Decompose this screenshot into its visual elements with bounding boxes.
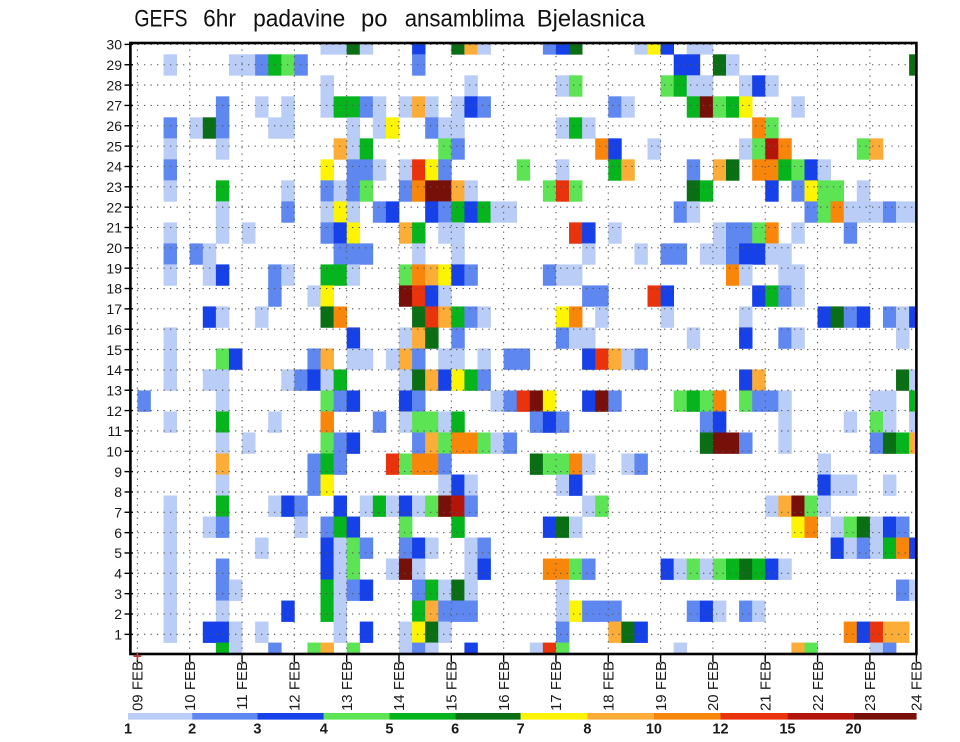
svg-text:30: 30 bbox=[106, 37, 122, 53]
svg-text:10: 10 bbox=[646, 722, 662, 738]
svg-text:14: 14 bbox=[106, 362, 122, 378]
svg-text:25: 25 bbox=[106, 138, 122, 154]
svg-text:22 FEB: 22 FEB bbox=[810, 661, 827, 711]
svg-text:6: 6 bbox=[114, 525, 122, 541]
svg-text:GEFS: GEFS bbox=[134, 5, 187, 32]
svg-text:20: 20 bbox=[106, 240, 122, 256]
svg-text:3: 3 bbox=[114, 586, 122, 602]
svg-text:20 FEB: 20 FEB bbox=[705, 661, 722, 711]
svg-text:6hr: 6hr bbox=[203, 5, 236, 32]
svg-text:16 FEB: 16 FEB bbox=[496, 661, 513, 711]
svg-text:12 FEB: 12 FEB bbox=[287, 661, 304, 711]
svg-text:3: 3 bbox=[253, 722, 261, 738]
svg-text:8: 8 bbox=[114, 484, 122, 500]
svg-text:6: 6 bbox=[451, 722, 459, 738]
svg-text:4: 4 bbox=[114, 566, 122, 582]
svg-text:27: 27 bbox=[106, 98, 122, 114]
svg-text:15: 15 bbox=[106, 342, 122, 358]
svg-text:13 FEB: 13 FEB bbox=[339, 661, 356, 711]
svg-text:ansamblima: ansamblima bbox=[405, 5, 526, 32]
svg-text:09 FEB: 09 FEB bbox=[130, 661, 147, 711]
svg-text:19 FEB: 19 FEB bbox=[653, 661, 670, 711]
svg-text:14 FEB: 14 FEB bbox=[391, 661, 408, 711]
svg-text:26: 26 bbox=[106, 118, 122, 134]
svg-text:16: 16 bbox=[106, 321, 122, 337]
svg-text:20: 20 bbox=[846, 722, 862, 738]
svg-text:18: 18 bbox=[106, 281, 122, 297]
svg-text:28: 28 bbox=[106, 77, 122, 93]
svg-text:23: 23 bbox=[106, 179, 122, 195]
svg-text:17: 17 bbox=[106, 301, 122, 317]
svg-text:2: 2 bbox=[188, 722, 196, 738]
svg-text:22: 22 bbox=[106, 199, 122, 215]
svg-text:21: 21 bbox=[106, 220, 122, 236]
svg-text:13: 13 bbox=[106, 382, 122, 398]
svg-text:19: 19 bbox=[106, 260, 122, 276]
svg-text:15 FEB: 15 FEB bbox=[444, 661, 461, 711]
svg-text:Bjelasnica: Bjelasnica bbox=[537, 5, 646, 32]
svg-text:2: 2 bbox=[114, 606, 122, 622]
svg-text:1: 1 bbox=[114, 627, 122, 643]
svg-text:padavine: padavine bbox=[253, 5, 345, 32]
svg-text:5: 5 bbox=[114, 545, 122, 561]
svg-text:10: 10 bbox=[106, 443, 122, 459]
svg-text:5: 5 bbox=[385, 722, 393, 738]
svg-text:29: 29 bbox=[106, 57, 122, 73]
svg-text:11: 11 bbox=[107, 423, 122, 439]
svg-text:12: 12 bbox=[106, 403, 122, 419]
svg-text:7: 7 bbox=[114, 504, 122, 520]
svg-text:18 FEB: 18 FEB bbox=[600, 661, 617, 711]
svg-text:17 FEB: 17 FEB bbox=[548, 661, 565, 711]
svg-text:10 FEB: 10 FEB bbox=[182, 661, 199, 711]
svg-text:8: 8 bbox=[583, 722, 591, 738]
svg-text:15: 15 bbox=[779, 722, 795, 738]
svg-text:21 FEB: 21 FEB bbox=[757, 661, 774, 711]
svg-text:1: 1 bbox=[124, 722, 132, 738]
svg-text:9: 9 bbox=[114, 464, 122, 480]
svg-text:7: 7 bbox=[517, 722, 525, 738]
svg-text:24 FEB: 24 FEB bbox=[909, 661, 926, 711]
svg-text:11 FEB: 11 FEB bbox=[234, 661, 251, 710]
svg-text:23 FEB: 23 FEB bbox=[862, 661, 879, 711]
svg-text:12: 12 bbox=[712, 722, 728, 738]
svg-text:24: 24 bbox=[106, 159, 122, 175]
svg-text:4: 4 bbox=[320, 722, 328, 738]
svg-text:po: po bbox=[361, 5, 388, 32]
